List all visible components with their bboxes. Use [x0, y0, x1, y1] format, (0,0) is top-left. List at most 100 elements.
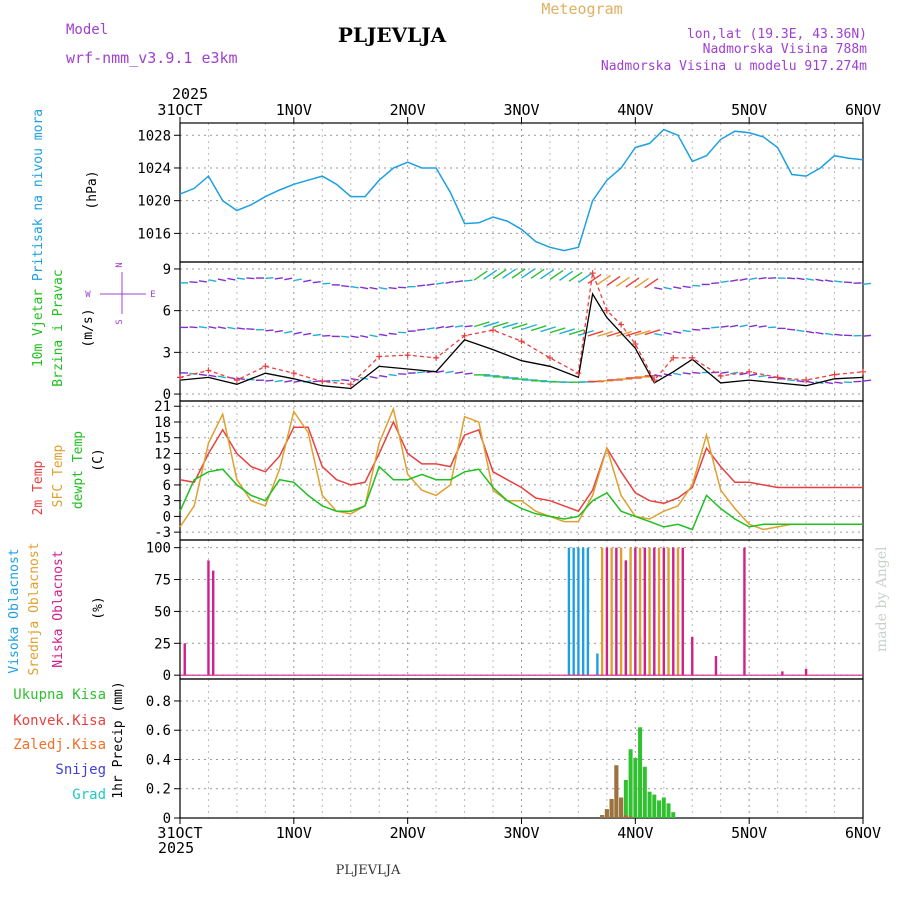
- wind-arrow: [511, 268, 526, 279]
- gust-marker: [404, 352, 411, 359]
- wind-arrow: [417, 371, 426, 374]
- cloud-bar: [624, 560, 628, 676]
- wind-arrow: [379, 333, 388, 337]
- wind-arrow: [862, 282, 872, 285]
- cloud-bar: [648, 547, 651, 676]
- cloud-bar: [605, 547, 609, 676]
- cloud-unit: (%): [91, 596, 106, 619]
- precip-bar: [633, 758, 638, 818]
- wind-arrow: [388, 332, 397, 335]
- wind-arrow: [540, 326, 556, 333]
- y-tick-label: 3: [163, 345, 171, 361]
- wind-arrow: [274, 379, 283, 383]
- wind-arrow: [464, 372, 473, 375]
- wind-arrow: [236, 327, 245, 330]
- y-tick-label: 0: [163, 668, 171, 684]
- wind-arrow: [217, 326, 226, 330]
- wind-arrow: [673, 286, 682, 290]
- cloud-bar: [577, 547, 580, 676]
- wind-arrow: [284, 277, 293, 281]
- cloud-bar: [691, 636, 694, 676]
- gust-marker: [290, 370, 297, 377]
- wind-arrow: [246, 277, 255, 280]
- wind-arrow: [284, 379, 293, 383]
- wind-arrow: [730, 324, 739, 328]
- gust-marker: [670, 354, 677, 361]
- gust-marker: [233, 377, 240, 384]
- wind-arrow: [635, 329, 651, 336]
- temp-line-1: [179, 406, 863, 531]
- temp-line-0: [179, 420, 863, 513]
- cloud-bar: [183, 643, 186, 676]
- wind-arrow: [227, 326, 236, 330]
- wind-arrow: [787, 328, 796, 331]
- wind-arrow: [426, 283, 435, 286]
- y-tick-label: 100: [146, 541, 171, 557]
- wind-arrow: [521, 324, 537, 331]
- wind-arrow: [805, 330, 815, 334]
- gust-marker: [774, 374, 781, 381]
- station-title: PLJEVLJA: [338, 23, 447, 47]
- wind-arrow: [768, 326, 777, 329]
- wind-arrow: [435, 326, 445, 329]
- y-tick-label: 0: [163, 811, 171, 827]
- wind-arrow: [749, 277, 758, 281]
- wind-arrow: [217, 278, 226, 282]
- wind-arrow: [682, 285, 691, 289]
- wind-arrow: [758, 374, 767, 378]
- wind-arrow: [208, 279, 217, 283]
- y-tick-label: 75: [154, 573, 171, 589]
- wind-arrow: [454, 371, 464, 375]
- wind-arrow: [758, 325, 767, 328]
- pressure-ylabel: Pritisak na nivou mora: [31, 109, 46, 281]
- y-tick-label: 1020: [137, 194, 171, 210]
- wind-arrow: [587, 330, 604, 337]
- wind-arrow: [824, 332, 834, 336]
- year-top: 2025: [172, 85, 208, 103]
- gust-marker: [632, 341, 639, 348]
- wind-arrow: [824, 279, 834, 283]
- wind-arrow: [540, 269, 555, 280]
- wind-arrow: [198, 373, 207, 377]
- wind-arrow: [768, 277, 777, 279]
- wind-arrow: [615, 276, 630, 287]
- gust-marker: [618, 321, 625, 328]
- time-label-top: 31OCT: [157, 101, 202, 119]
- wind-arrow: [445, 280, 454, 284]
- wind-arrow: [284, 330, 293, 334]
- compass-s: S: [115, 319, 125, 324]
- wind-arrow: [483, 269, 498, 280]
- panel-frame: [179, 539, 864, 680]
- wind-arrow: [862, 379, 872, 382]
- y-tick-label: 1028: [137, 128, 171, 144]
- low-cloud-ylabel: Niska Oblacnost: [51, 550, 66, 667]
- precip-bar: [609, 798, 614, 818]
- cloud-bar: [676, 547, 680, 676]
- wind-ylabel2: Brzina i Pravac: [51, 269, 66, 386]
- time-label-top: 3NOV: [503, 101, 539, 119]
- wind-arrow: [303, 279, 312, 283]
- gust-marker: [376, 353, 383, 360]
- wind-arrow: [426, 327, 435, 330]
- wind-arrow: [596, 274, 611, 286]
- cloud-bar: [634, 547, 637, 676]
- cloud-bar: [567, 547, 571, 676]
- wind-arrow: [673, 372, 682, 376]
- wind-arrow: [464, 325, 473, 328]
- wind-arrow: [274, 277, 283, 280]
- legend-snow: Snijeg: [55, 762, 106, 778]
- cloud-bar: [586, 547, 590, 676]
- precip-bar: [642, 766, 647, 818]
- wind-arrow: [312, 280, 321, 284]
- time-label-top: 2NOV: [390, 101, 426, 119]
- cloud-bar: [581, 547, 585, 676]
- y-tick-label: 0.2: [146, 782, 171, 798]
- wind-arrow: [559, 328, 575, 335]
- wind-arrow: [805, 380, 815, 384]
- precip-ylabel: 1hr Precip (mm): [111, 681, 126, 798]
- y-tick-label: 0.6: [146, 723, 171, 739]
- wind-arrow: [350, 285, 359, 289]
- wind-arrow: [692, 371, 701, 374]
- y-tick-label: 0.4: [146, 752, 171, 768]
- wind-arrow: [711, 282, 720, 285]
